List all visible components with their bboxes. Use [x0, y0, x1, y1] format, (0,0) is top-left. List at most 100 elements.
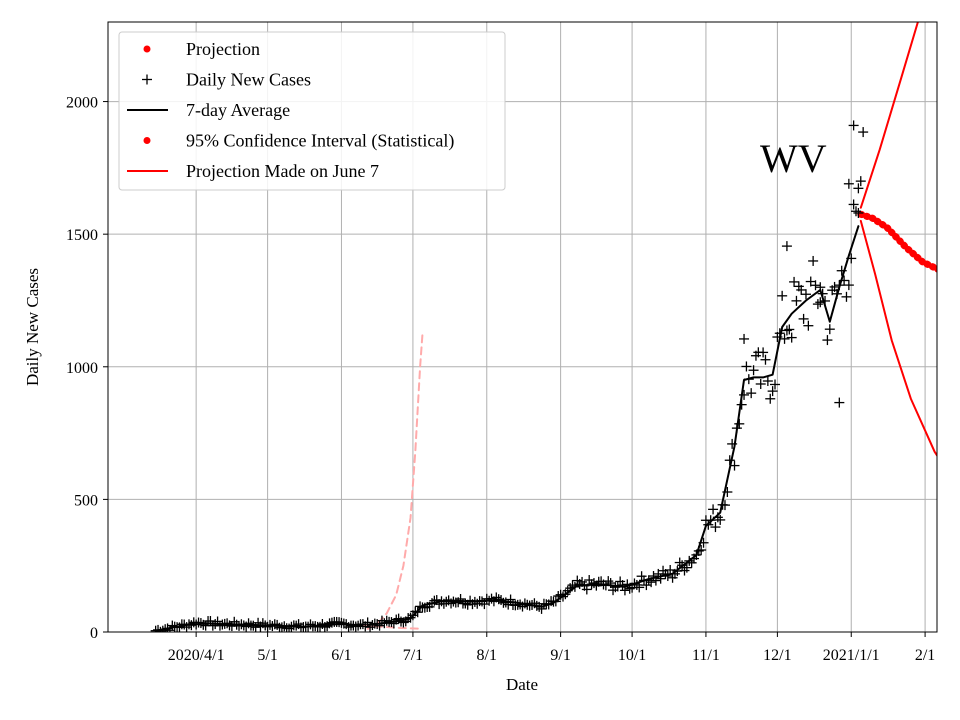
daily-case-marker: [276, 622, 287, 632]
daily-case-marker: [691, 549, 702, 560]
daily-case-marker: [214, 620, 225, 631]
daily-case-marker: [550, 596, 561, 607]
daily-case-marker: [455, 593, 466, 604]
daily-case-marker: [334, 617, 345, 628]
legend-entry: 95% Confidence Interval (Statistical): [143, 131, 454, 152]
legend-entry: Projection Made on June 7: [127, 161, 379, 181]
x-tick-label: 12/1: [763, 647, 791, 664]
daily-case-marker: [781, 325, 792, 336]
daily-case-marker: [588, 578, 599, 589]
daily-case-marker: [762, 376, 773, 387]
series-line-3: [859, 219, 937, 458]
daily-case-marker: [693, 545, 704, 556]
daily-case-marker: [357, 619, 368, 630]
daily-case-marker: [353, 620, 364, 631]
daily-case-marker: [648, 571, 659, 582]
daily-case-marker: [167, 620, 178, 631]
daily-case-marker: [448, 596, 459, 607]
legend-label: Projection: [186, 39, 260, 59]
plot-frame: [107, 21, 938, 633]
daily-case-marker: [741, 361, 752, 372]
daily-case-marker: [812, 299, 823, 310]
daily-case-marker: [195, 618, 206, 629]
daily-case-marker: [243, 618, 254, 629]
daily-case-marker: [362, 617, 373, 628]
daily-case-marker: [381, 615, 392, 626]
daily-case-marker: [727, 438, 738, 449]
daily-case-marker: [710, 522, 721, 533]
legend-entry: Daily New Cases: [142, 70, 311, 90]
daily-case-marker: [770, 379, 781, 390]
daily-case-marker: [419, 602, 430, 613]
daily-case-marker: [798, 313, 809, 324]
daily-case-marker: [851, 206, 862, 217]
daily-case-marker: [815, 282, 826, 293]
daily-case-marker: [698, 537, 709, 548]
daily-case-marker: [305, 619, 316, 630]
daily-case-marker: [848, 120, 859, 131]
daily-case-marker: [722, 487, 733, 498]
daily-case-marker: [660, 569, 671, 580]
daily-case-marker: [822, 335, 833, 346]
y-tick-label: 0: [90, 625, 98, 642]
legend-entry: 7-day Average: [127, 100, 290, 120]
daily-case-marker: [758, 347, 769, 358]
daily-case-marker: [760, 354, 771, 365]
legend-label: Daily New Cases: [186, 70, 311, 90]
daily-case-marker: [817, 288, 828, 299]
daily-case-marker: [519, 598, 530, 609]
daily-case-marker: [291, 620, 302, 631]
daily-case-marker: [562, 585, 573, 596]
daily-case-marker: [739, 333, 750, 344]
daily-case-marker: [603, 576, 614, 587]
daily-case-marker: [655, 573, 666, 584]
daily-case-marker: [696, 545, 707, 556]
daily-case-marker: [743, 374, 754, 385]
daily-case-marker: [836, 265, 847, 276]
daily-case-marker: [829, 281, 840, 292]
daily-case-marker: [791, 295, 802, 306]
daily-case-marker: [708, 504, 719, 515]
daily-case-marker: [310, 621, 321, 632]
daily-case-marker: [262, 621, 273, 632]
annotation-label: WV: [760, 136, 827, 181]
daily-case-marker: [796, 284, 807, 295]
x-tick-label: 11/1: [692, 647, 720, 664]
x-axis-label: Date: [506, 675, 538, 694]
daily-case-marker: [624, 583, 635, 594]
daily-case-marker: [839, 275, 850, 286]
daily-case-marker: [153, 624, 164, 632]
daily-case-marker: [736, 399, 747, 410]
daily-case-marker: [765, 393, 776, 404]
daily-case-marker: [567, 580, 578, 591]
daily-case-marker: [505, 594, 516, 605]
daily-case-marker: [779, 333, 790, 344]
x-tick-label: 2021/1/1: [823, 647, 880, 664]
x-tick-label: 8/1: [477, 647, 497, 664]
legend-dot: [143, 45, 151, 53]
x-tick-label: 7/1: [403, 647, 423, 664]
daily-case-marker: [631, 579, 642, 590]
daily-case-marker: [405, 612, 416, 623]
daily-case-marker: [446, 598, 457, 609]
daily-case-marker: [808, 255, 819, 266]
x-tick-label: 5/1: [257, 647, 277, 664]
daily-case-marker: [712, 512, 723, 523]
daily-case-marker: [612, 581, 623, 592]
daily-case-marker: [324, 618, 335, 629]
legend-label: 7-day Average: [186, 100, 290, 120]
daily-case-marker: [824, 324, 835, 335]
scatter-layer: [150, 120, 869, 632]
daily-case-marker: [684, 555, 695, 566]
daily-case-marker: [398, 617, 409, 628]
daily-case-marker: [786, 332, 797, 343]
daily-case-marker: [350, 621, 361, 632]
daily-case-marker: [412, 607, 423, 618]
daily-case-marker: [724, 455, 735, 466]
y-axis: 0 500 1000 1500 2000: [66, 95, 108, 642]
daily-case-marker: [250, 622, 261, 632]
daily-case-marker: [774, 328, 785, 339]
daily-case-marker: [853, 207, 864, 218]
daily-case-marker: [843, 280, 854, 291]
daily-case-marker: [800, 289, 811, 300]
